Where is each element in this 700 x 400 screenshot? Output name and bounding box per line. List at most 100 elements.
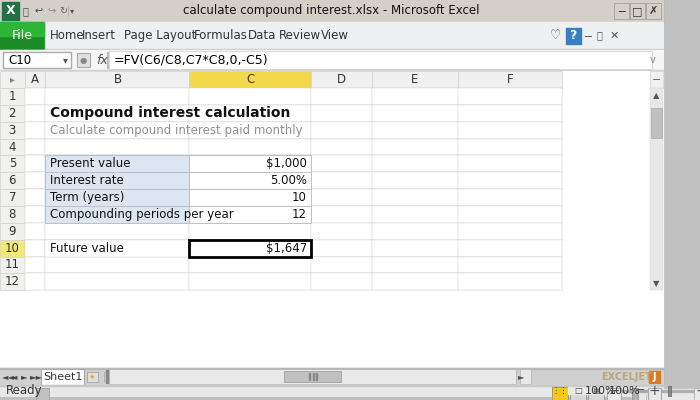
Bar xyxy=(190,273,311,290)
Bar xyxy=(311,240,372,256)
Bar xyxy=(311,156,372,172)
Bar xyxy=(88,372,97,382)
Bar xyxy=(25,240,46,256)
Bar xyxy=(650,71,663,88)
Bar xyxy=(614,3,629,19)
Text: Formulas: Formulas xyxy=(194,29,248,42)
Bar xyxy=(46,122,190,139)
Bar xyxy=(0,273,25,290)
Bar xyxy=(190,256,311,273)
Bar xyxy=(458,105,562,122)
Bar xyxy=(190,156,311,172)
Bar xyxy=(311,273,372,290)
Bar xyxy=(25,256,562,273)
Bar xyxy=(46,172,190,189)
Bar xyxy=(0,122,25,139)
Text: 100%: 100% xyxy=(584,386,616,396)
Bar xyxy=(0,240,25,256)
Bar xyxy=(0,368,663,385)
Bar xyxy=(46,88,190,105)
Text: Present value: Present value xyxy=(50,158,131,170)
Bar xyxy=(46,206,190,223)
Text: C: C xyxy=(246,73,254,86)
Text: 8: 8 xyxy=(8,208,16,221)
Bar xyxy=(458,206,562,223)
Text: Interest rate: Interest rate xyxy=(50,174,124,187)
Bar xyxy=(25,156,562,172)
Bar xyxy=(0,385,663,396)
Bar xyxy=(190,139,311,156)
Bar xyxy=(190,105,311,122)
Bar xyxy=(311,256,372,273)
Bar xyxy=(632,388,638,400)
Bar xyxy=(190,122,311,139)
Bar xyxy=(458,139,562,156)
Text: X: X xyxy=(6,4,15,17)
Bar xyxy=(372,189,458,206)
Bar xyxy=(372,206,458,223)
Bar xyxy=(25,223,562,240)
Bar xyxy=(46,223,190,240)
Bar xyxy=(458,256,562,273)
Bar xyxy=(0,385,663,386)
Bar xyxy=(0,172,25,189)
Bar xyxy=(458,223,562,240)
Text: Page Layout: Page Layout xyxy=(124,29,197,42)
Bar xyxy=(650,88,663,290)
Text: ·: · xyxy=(42,6,45,16)
Bar xyxy=(0,22,663,50)
Bar xyxy=(311,172,372,189)
Bar xyxy=(46,273,190,290)
Text: ▸: ▸ xyxy=(10,74,15,84)
Text: E: E xyxy=(412,73,419,86)
Text: =FV(C6/C8,C7*C8,0,-C5): =FV(C6/C8,C7*C8,0,-C5) xyxy=(113,54,268,67)
Bar xyxy=(0,223,25,240)
Text: 10: 10 xyxy=(5,242,20,254)
Bar xyxy=(46,139,190,156)
Text: ─: ─ xyxy=(584,31,592,41)
Text: 6: 6 xyxy=(8,174,16,187)
Text: +: + xyxy=(695,384,700,398)
Text: ⬜: ⬜ xyxy=(597,31,603,41)
Bar xyxy=(46,156,190,172)
Bar xyxy=(0,189,25,206)
Bar xyxy=(647,389,694,400)
Bar xyxy=(608,388,621,400)
Bar xyxy=(46,156,190,172)
Text: ⋮⋮: ⋮⋮ xyxy=(552,386,568,395)
Bar xyxy=(372,139,458,156)
Bar xyxy=(25,172,46,189)
Bar xyxy=(0,48,663,50)
Bar xyxy=(458,71,562,88)
Text: +: + xyxy=(649,384,661,398)
Text: ►►: ►► xyxy=(30,372,43,381)
Text: ▾: ▾ xyxy=(62,56,67,66)
Bar xyxy=(372,71,458,88)
Bar xyxy=(311,122,372,139)
Bar xyxy=(106,370,109,383)
Bar xyxy=(0,256,25,273)
Text: −: − xyxy=(634,384,645,397)
Bar xyxy=(25,273,46,290)
Text: File: File xyxy=(11,29,32,42)
Text: 100%: 100% xyxy=(609,386,640,396)
Bar xyxy=(25,139,46,156)
Text: C10: C10 xyxy=(8,54,32,67)
Bar xyxy=(372,172,458,189)
Text: Term (years): Term (years) xyxy=(50,191,125,204)
Bar xyxy=(25,189,46,206)
Bar xyxy=(25,172,562,189)
Bar xyxy=(284,371,341,382)
Bar xyxy=(588,387,604,400)
Bar xyxy=(458,172,562,189)
Text: calculate compound interest.xlsx - Microsoft Excel: calculate compound interest.xlsx - Micro… xyxy=(183,4,480,17)
Bar xyxy=(190,206,311,223)
Text: 5: 5 xyxy=(8,158,16,170)
Text: A: A xyxy=(31,73,39,86)
Bar xyxy=(25,105,562,122)
Bar xyxy=(0,139,25,156)
Bar xyxy=(0,71,25,88)
Bar xyxy=(0,368,663,370)
Text: ♡: ♡ xyxy=(550,29,561,42)
Bar xyxy=(372,273,458,290)
